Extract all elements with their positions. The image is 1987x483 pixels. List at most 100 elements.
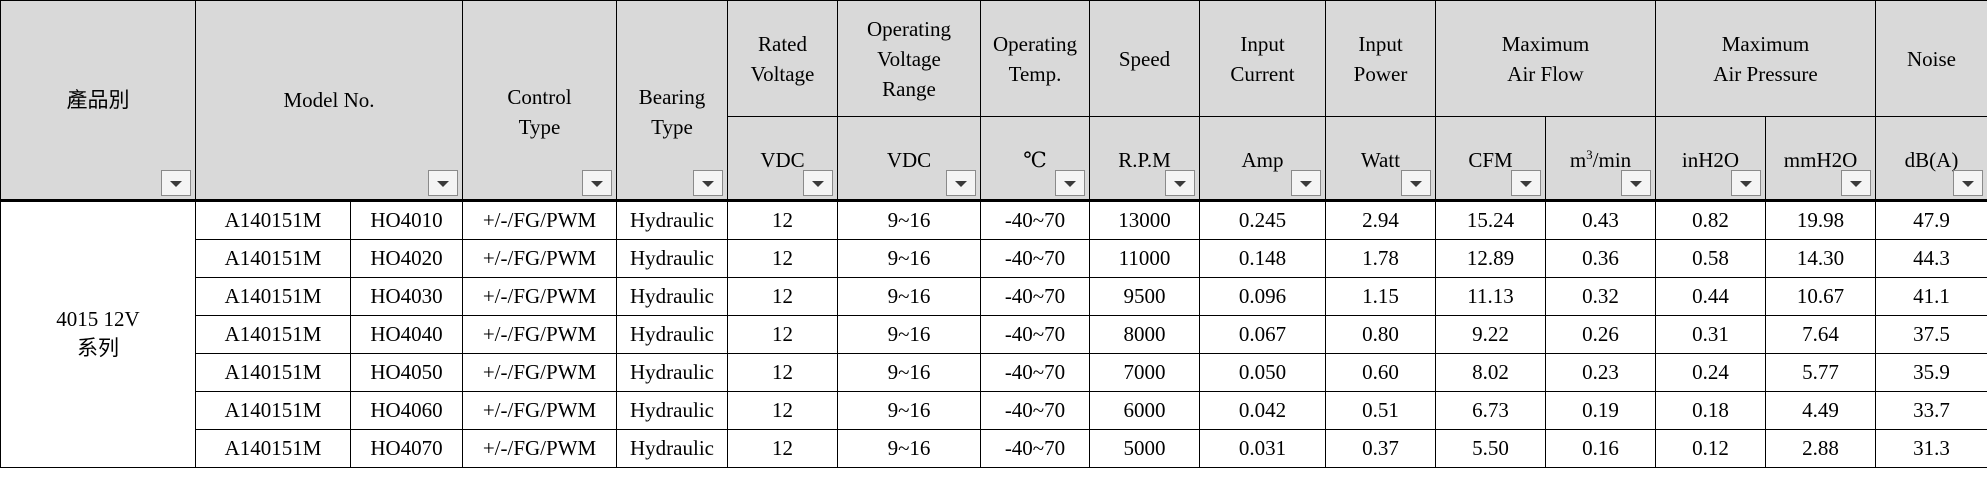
filter-dropdown-icon[interactable] [946,170,976,196]
cell-bearing: Hydraulic [616,391,728,430]
header-input-power: Input Power [1325,0,1436,117]
cell-current: 0.148 [1199,239,1326,278]
header-control-type: Control Type [462,0,617,201]
table-row: A140151M HO4060 +/-/FG/PWM Hydraulic 12 9~16-… [1,391,1987,430]
table-row: A140151M HO4020 +/-/FG/PWM Hydraulic 12 9~16-… [1,239,1987,278]
cell-power: 0.60 [1325,353,1436,392]
filter-dropdown-icon[interactable] [1401,170,1431,196]
filter-dropdown-icon[interactable] [582,170,612,196]
cell-cfm: 12.89 [1435,239,1546,278]
cell-model: A140151M [195,239,351,278]
cell-power: 0.51 [1325,391,1436,430]
unit-input-power: Watt [1325,116,1436,201]
cell-speed: 7000 [1089,353,1200,392]
cell-noise: 33.7 [1875,391,1987,430]
cell-speed: 11000 [1089,239,1200,278]
unit-air-flow-cfm: CFM [1435,116,1546,201]
cell-control: +/-/FG/PWM [462,429,617,468]
cell-bearing: Hydraulic [616,429,728,468]
table-row: 4015 12V 系列 A140151M HO4010 +/-/FG/PWM Hydrau… [0,199,1987,468]
cell-v-range: 9~16 [837,199,981,240]
header-noise: Noise [1875,0,1987,117]
cell-temp: -40~70 [980,199,1090,240]
filter-dropdown-icon[interactable] [1165,170,1195,196]
cell-m3min: 0.23 [1545,353,1656,392]
cell-m3min: 0.36 [1545,239,1656,278]
cell-temp: -40~70 [980,353,1090,392]
cell-m3min: 0.16 [1545,429,1656,468]
cell-bearing: Hydraulic [616,239,728,278]
cell-inh2o: 0.44 [1655,277,1766,316]
filter-dropdown-icon[interactable] [1511,170,1541,196]
cell-control: +/-/FG/PWM [462,391,617,430]
cell-mmh2o: 10.67 [1765,277,1876,316]
fan-spec-table: 產品別 Model No. Control Type Bearing Type [0,0,1987,468]
header-model-no: Model No. [195,0,463,201]
cell-code: HO4070 [350,429,463,468]
cell-noise: 37.5 [1875,315,1987,354]
cell-control: +/-/FG/PWM [462,315,617,354]
cell-noise: 44.3 [1875,239,1987,278]
cell-mmh2o: 5.77 [1765,353,1876,392]
filter-dropdown-icon[interactable] [428,170,458,196]
cell-noise: 31.3 [1875,429,1987,468]
filter-dropdown-icon[interactable] [1291,170,1321,196]
cell-control: +/-/FG/PWM [462,239,617,278]
header-max-air-pressure: Maximum Air Pressure [1655,0,1876,117]
cell-m3min: 0.43 [1545,199,1656,240]
cell-code: HO4050 [350,353,463,392]
cell-current: 0.042 [1199,391,1326,430]
table-row: A140151M HO4070 +/-/FG/PWM Hydraulic 12 9~16-… [1,429,1987,468]
cell-rated-v: 12 [727,315,838,354]
cell-bearing: Hydraulic [616,315,728,354]
filter-dropdown-icon[interactable] [1731,170,1761,196]
cell-control: +/-/FG/PWM [462,277,617,316]
cell-cfm: 8.02 [1435,353,1546,392]
cell-code: HO4040 [350,315,463,354]
filter-dropdown-icon[interactable] [803,170,833,196]
cell-model: A140151M [195,391,351,430]
cell-current: 0.031 [1199,429,1326,468]
cell-mmh2o: 7.64 [1765,315,1876,354]
unit-pressure-inh2o: inH2O [1655,116,1766,201]
cell-noise: 41.1 [1875,277,1987,316]
cell-rated-v: 12 [727,391,838,430]
filter-dropdown-icon[interactable] [161,170,191,196]
table-row: A140151M HO4030 +/-/FG/PWM Hydraulic 12 9~16-… [1,277,1987,316]
cell-v-range: 9~16 [837,391,981,430]
cell-code: HO4030 [350,277,463,316]
cell-code: HO4060 [350,391,463,430]
cell-model: A140151M [195,199,351,240]
cell-inh2o: 0.58 [1655,239,1766,278]
cell-v-range: 9~16 [837,429,981,468]
filter-dropdown-icon[interactable] [1621,170,1651,196]
filter-dropdown-icon[interactable] [693,170,723,196]
cell-rated-v: 12 [727,239,838,278]
cell-inh2o: 0.82 [1655,199,1766,240]
filter-dropdown-icon[interactable] [1953,170,1983,196]
cell-inh2o: 0.31 [1655,315,1766,354]
filter-dropdown-icon[interactable] [1841,170,1871,196]
header-operating-voltage-range: Operating Voltage Range [837,0,981,117]
cell-mmh2o: 2.88 [1765,429,1876,468]
cell-current: 0.245 [1199,199,1326,240]
unit-operating-voltage-range: VDC [837,116,981,201]
cell-bearing: Hydraulic [616,353,728,392]
unit-pressure-mmh2o: mmH2O [1765,116,1876,201]
cell-model: A140151M [195,277,351,316]
cell-rated-v: 12 [727,353,838,392]
cell-v-range: 9~16 [837,353,981,392]
cell-cfm: 9.22 [1435,315,1546,354]
unit-operating-temp: ℃ [980,116,1090,201]
cell-m3min: 0.19 [1545,391,1656,430]
cell-noise: 35.9 [1875,353,1987,392]
unit-air-flow-m3min: m3/min [1545,116,1656,201]
header-input-current: Input Current [1199,0,1326,117]
cell-cfm: 5.50 [1435,429,1546,468]
cell-cfm: 6.73 [1435,391,1546,430]
cell-temp: -40~70 [980,239,1090,278]
cell-inh2o: 0.24 [1655,353,1766,392]
cell-inh2o: 0.18 [1655,391,1766,430]
filter-dropdown-icon[interactable] [1055,170,1085,196]
unit-input-current: Amp [1199,116,1326,201]
